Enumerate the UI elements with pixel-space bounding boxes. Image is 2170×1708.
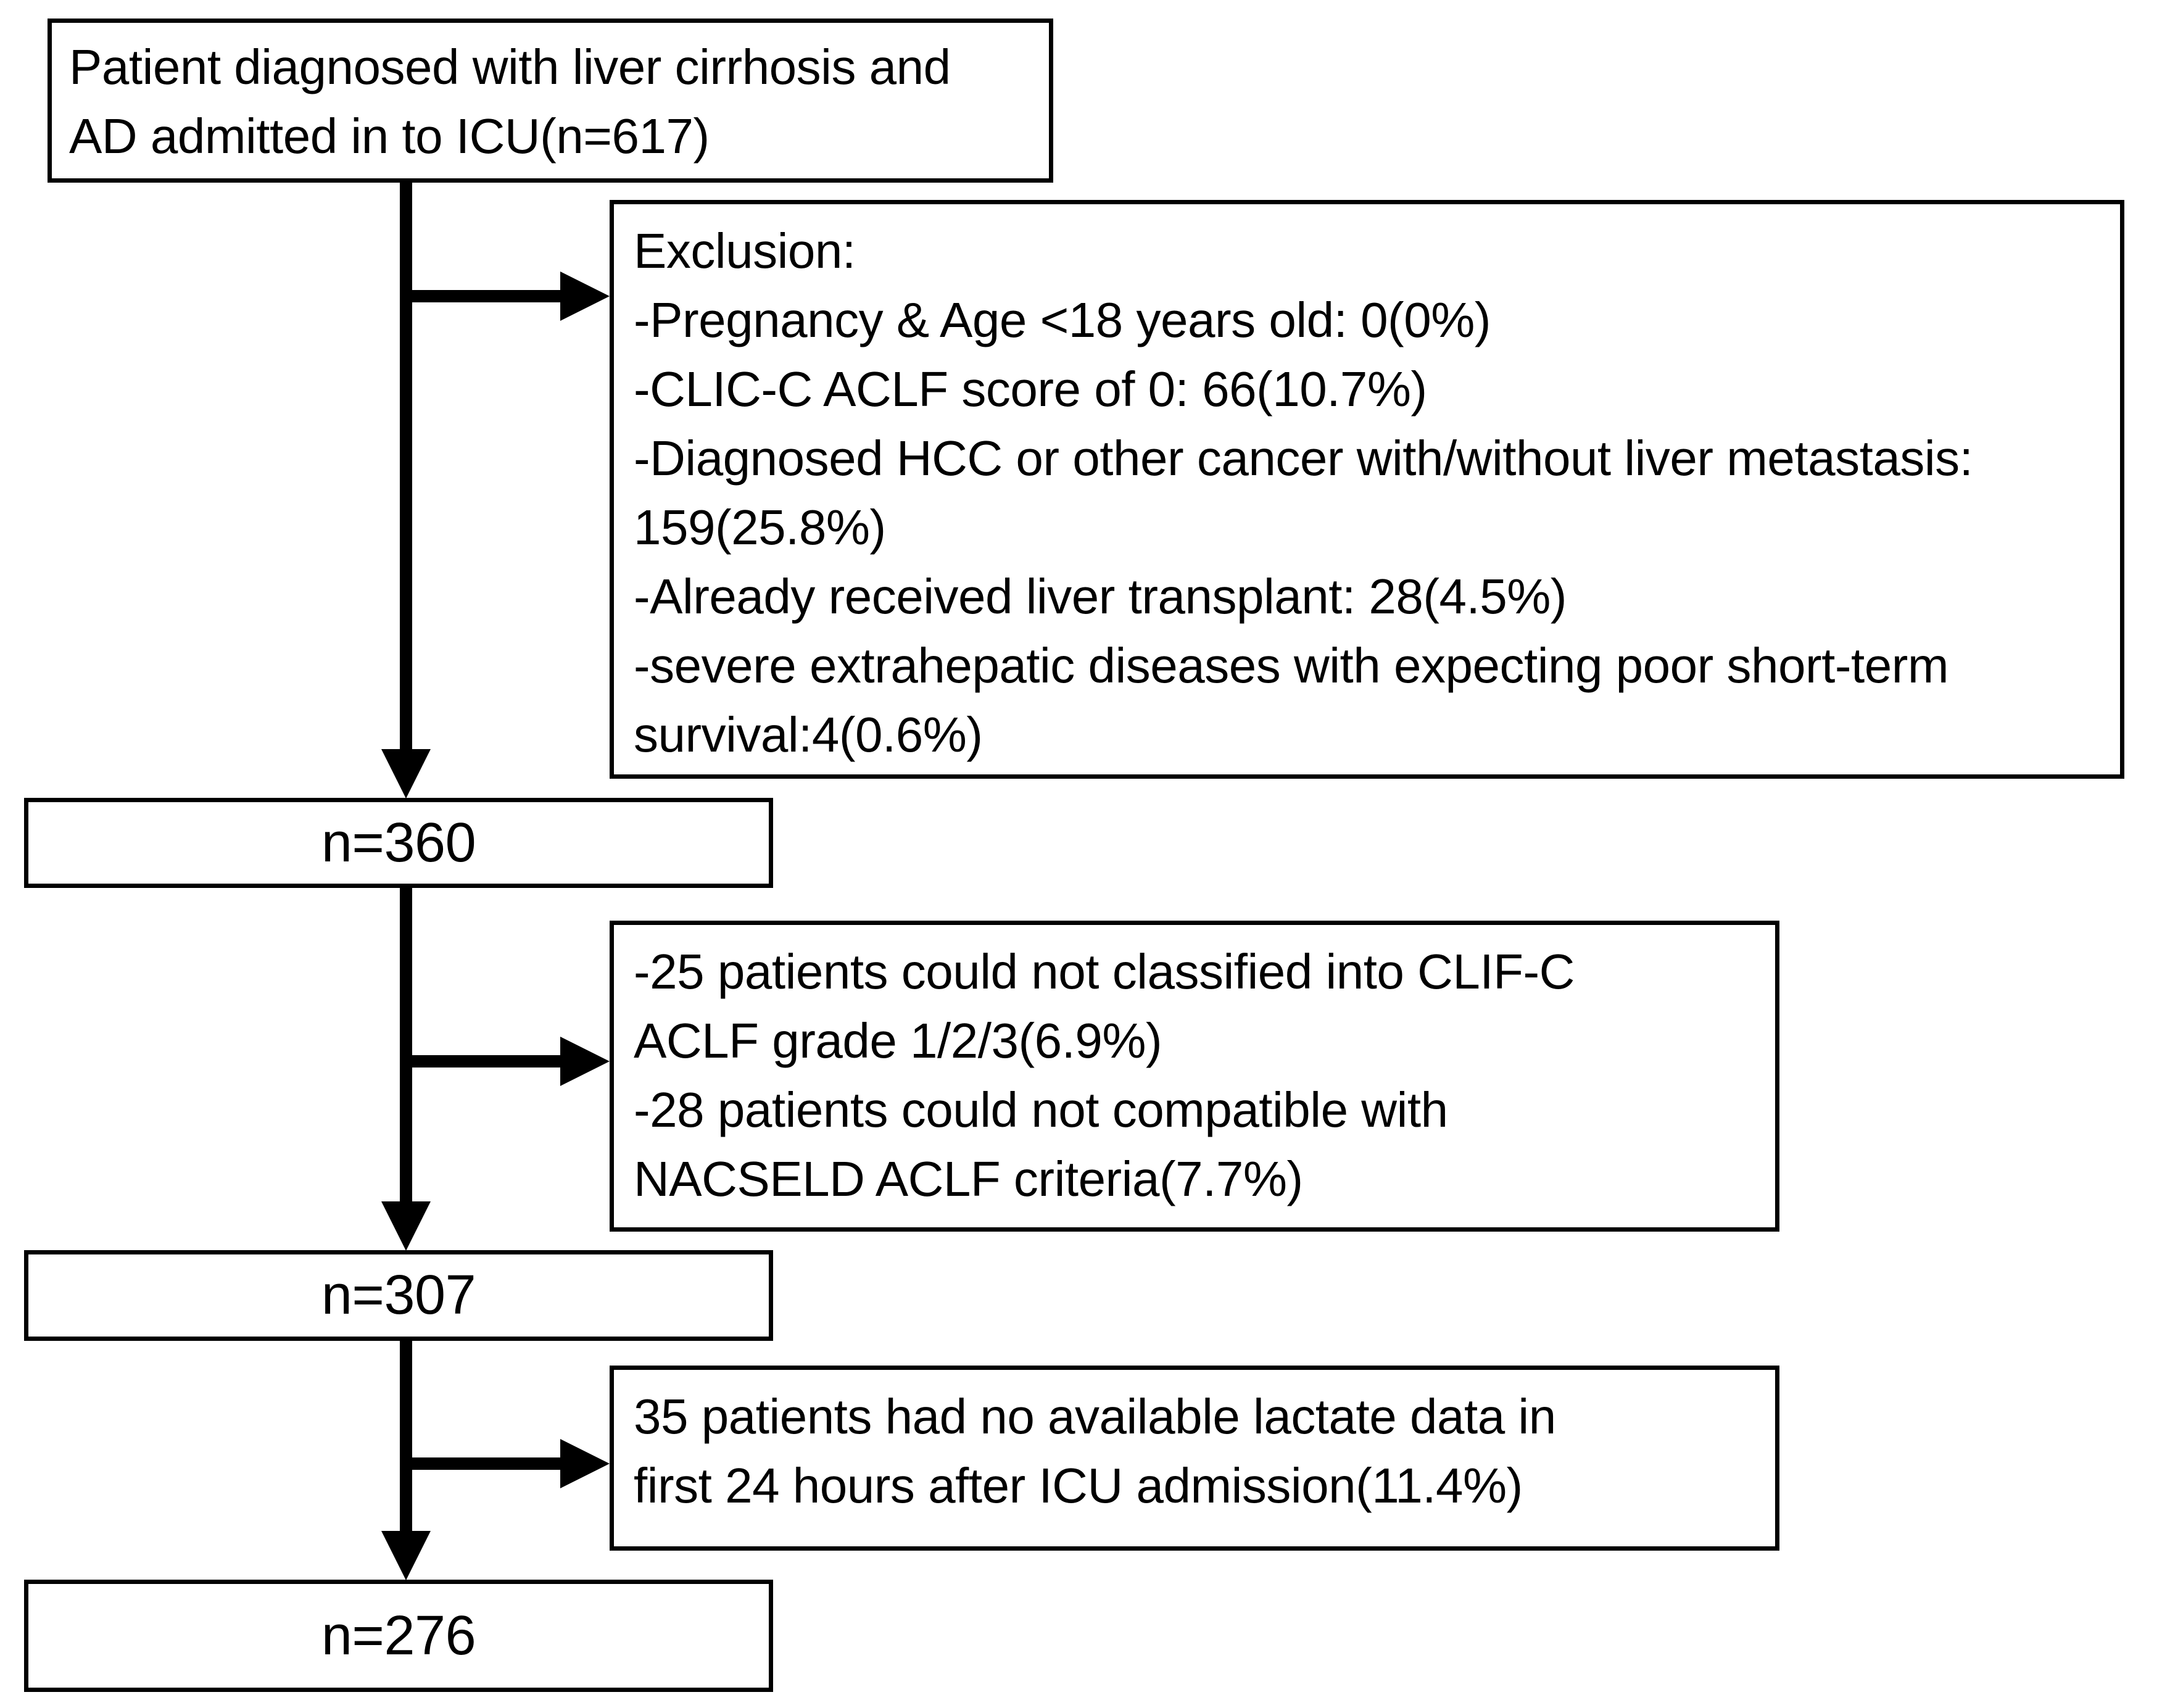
arrow-line-branch-lactate	[406, 1457, 565, 1470]
arrowhead-down-n307-icon	[381, 1201, 431, 1251]
arrowhead-down-n360-icon	[381, 749, 431, 798]
arrowhead-down-n276-icon	[381, 1531, 431, 1580]
text-line: survival:4(0.6%)	[634, 707, 983, 762]
flow-node-n307: n=307	[24, 1250, 773, 1341]
text-line: NACSELD ACLF criteria(7.7%)	[634, 1151, 1303, 1206]
arrow-line-branch-exclusion	[406, 290, 565, 302]
text-line: first 24 hours after ICU admission(11.4%…	[634, 1458, 1523, 1513]
text-line: -28 patients could not compatible with	[634, 1082, 1448, 1137]
text-line: -Diagnosed HCC or other cancer with/with…	[634, 431, 1973, 486]
text-line: AD admitted in to ICU(n=617)	[69, 109, 710, 164]
n276-label: n=276	[321, 1604, 476, 1667]
text-line: -CLIC-C ACLF score of 0: 66(10.7%)	[634, 362, 1427, 417]
arrow-line-branch-classification	[406, 1055, 565, 1068]
text-line: 35 patients had no available lactate dat…	[634, 1389, 1556, 1444]
text-line: ACLF grade 1/2/3(6.9%)	[634, 1013, 1162, 1068]
n307-label: n=307	[321, 1264, 476, 1326]
lactate-exclusion-box: 35 patients had no available lactate dat…	[610, 1366, 1779, 1551]
arrowhead-right-lactate-icon	[560, 1439, 610, 1488]
text-line: -severe extrahepatic diseases with expec…	[634, 638, 1949, 693]
n360-label: n=360	[321, 811, 476, 874]
flow-node-n276: n=276	[24, 1580, 773, 1692]
arrow-line-initial-to-n360	[400, 183, 412, 753]
arrowhead-right-classification-icon	[560, 1037, 610, 1086]
text-line: Patient diagnosed with liver cirrhosis a…	[69, 39, 951, 94]
arrow-line-n307-to-n276	[400, 1341, 412, 1532]
text-line: -25 patients could not classified into C…	[634, 944, 1575, 999]
text-line: -Already received liver transplant: 28(4…	[634, 569, 1567, 624]
text-line: Exclusion:	[634, 223, 856, 278]
arrow-line-n360-to-n307	[400, 888, 412, 1203]
text-line: -Pregnancy & Age <18 years old: 0(0%)	[634, 292, 1491, 347]
arrowhead-right-exclusion-icon	[560, 272, 610, 321]
flow-node-n360: n=360	[24, 798, 773, 888]
flow-node-initial-cohort: Patient diagnosed with liver cirrhosis a…	[48, 19, 1053, 183]
exclusion-criteria-box: Exclusion: -Pregnancy & Age <18 years old…	[610, 200, 2124, 779]
classification-exclusion-box: -25 patients could not classified into C…	[610, 921, 1779, 1232]
text-line: 159(25.8%)	[634, 500, 886, 555]
